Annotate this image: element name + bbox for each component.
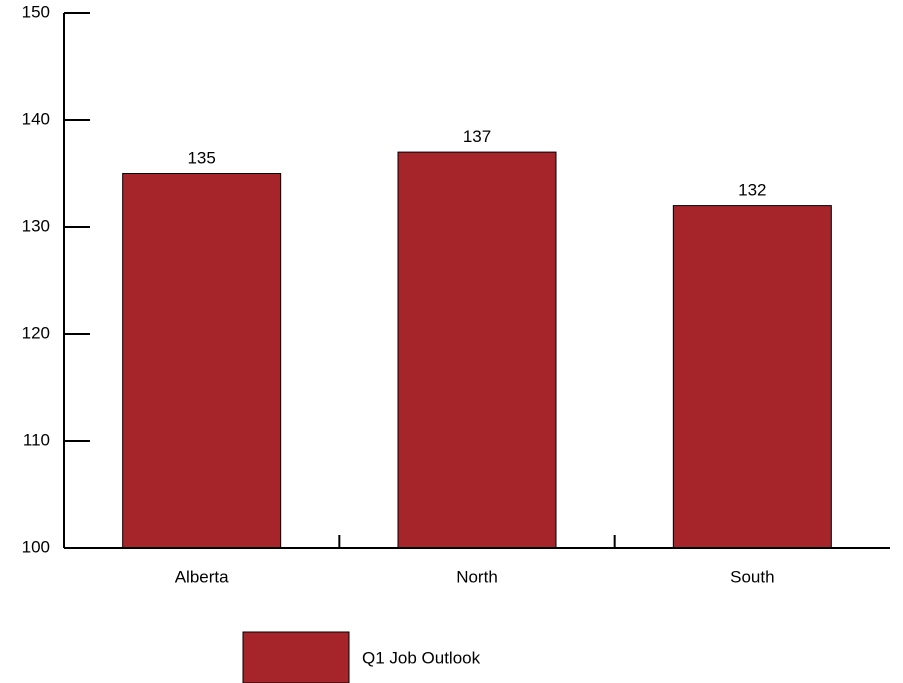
data-label-south: 132	[738, 181, 766, 200]
bars-group	[122, 151, 832, 549]
x-ticks-group	[338, 535, 616, 548]
y-tick-label: 130	[22, 216, 50, 235]
x-category-label: Alberta	[175, 567, 229, 586]
y-tick-label: 100	[22, 537, 50, 556]
bar-alberta	[122, 173, 282, 549]
bar-south	[672, 205, 832, 549]
legend-label: Q1 Job Outlook	[362, 648, 481, 667]
legend-swatch	[242, 631, 350, 683]
y-tick-label: 140	[22, 109, 50, 128]
y-tick-label: 120	[22, 323, 50, 342]
data-label-north: 137	[463, 127, 491, 146]
y-tick-label: 150	[22, 2, 50, 21]
axes-group	[63, 13, 890, 549]
data-labels-group: 135 Alberta 137 North 132 South	[175, 127, 775, 586]
y-tick-label: 110	[23, 430, 50, 449]
x-category-label: North	[456, 567, 498, 586]
x-category-label: South	[730, 567, 774, 586]
legend: Q1 Job Outlook	[242, 631, 481, 683]
y-ticks-group: 100 110 120 130 140 150	[22, 2, 90, 556]
data-label-alberta: 135	[187, 149, 215, 168]
bar-north	[397, 151, 557, 549]
